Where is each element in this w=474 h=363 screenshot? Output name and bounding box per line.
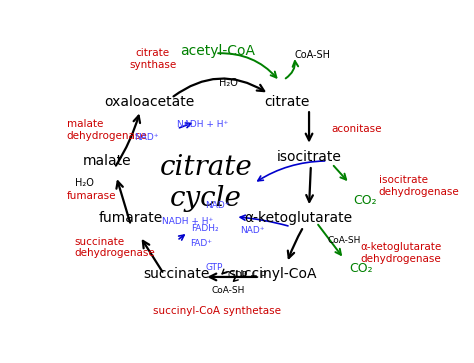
- Text: NADH + H⁺: NADH + H⁺: [177, 120, 228, 129]
- Text: GTP: GTP: [205, 263, 223, 272]
- Text: CoA-SH: CoA-SH: [211, 286, 245, 295]
- Text: succinyl-CoA synthetase: succinyl-CoA synthetase: [153, 306, 281, 316]
- Text: isocitrate: isocitrate: [277, 150, 341, 164]
- Text: H₂O: H₂O: [74, 178, 93, 188]
- Text: succinate
dehydrogenase: succinate dehydrogenase: [74, 237, 155, 258]
- Text: CO₂: CO₂: [353, 193, 377, 207]
- Text: FADH₂: FADH₂: [191, 224, 219, 233]
- Text: malate
dehydrogenase: malate dehydrogenase: [66, 119, 147, 141]
- Text: CoA-SH: CoA-SH: [294, 50, 330, 60]
- Text: NAD⁺: NAD⁺: [206, 201, 230, 210]
- Text: malate: malate: [82, 154, 131, 168]
- Text: GDP + P: GDP + P: [228, 271, 266, 280]
- Text: citrate
synthase: citrate synthase: [129, 48, 176, 70]
- Text: FAD⁺: FAD⁺: [190, 239, 212, 248]
- Text: citrate
cycle: citrate cycle: [160, 154, 253, 212]
- Text: CO₂: CO₂: [349, 262, 373, 275]
- Text: acetyl-CoA: acetyl-CoA: [180, 44, 255, 58]
- Text: succinate: succinate: [144, 267, 210, 281]
- Text: CoA-SH: CoA-SH: [328, 236, 361, 245]
- Text: H₂O: H₂O: [219, 78, 237, 88]
- Text: succinyl-CoA: succinyl-CoA: [228, 267, 317, 281]
- Text: fumarase: fumarase: [66, 191, 116, 201]
- Text: citrate: citrate: [264, 95, 310, 109]
- Text: fumarate: fumarate: [99, 211, 163, 225]
- Text: isocitrate
dehydrogenase: isocitrate dehydrogenase: [379, 175, 460, 197]
- Text: NADH + H⁺: NADH + H⁺: [162, 217, 213, 225]
- Text: α-ketoglutarate: α-ketoglutarate: [244, 211, 352, 225]
- Text: oxaloacetate: oxaloacetate: [104, 95, 194, 109]
- Text: aconitase: aconitase: [331, 124, 382, 134]
- Text: NAD⁺: NAD⁺: [134, 133, 158, 142]
- Text: α-ketoglutarate
dehydrogenase: α-ketoglutarate dehydrogenase: [360, 242, 442, 264]
- Text: NAD⁺: NAD⁺: [240, 227, 265, 235]
